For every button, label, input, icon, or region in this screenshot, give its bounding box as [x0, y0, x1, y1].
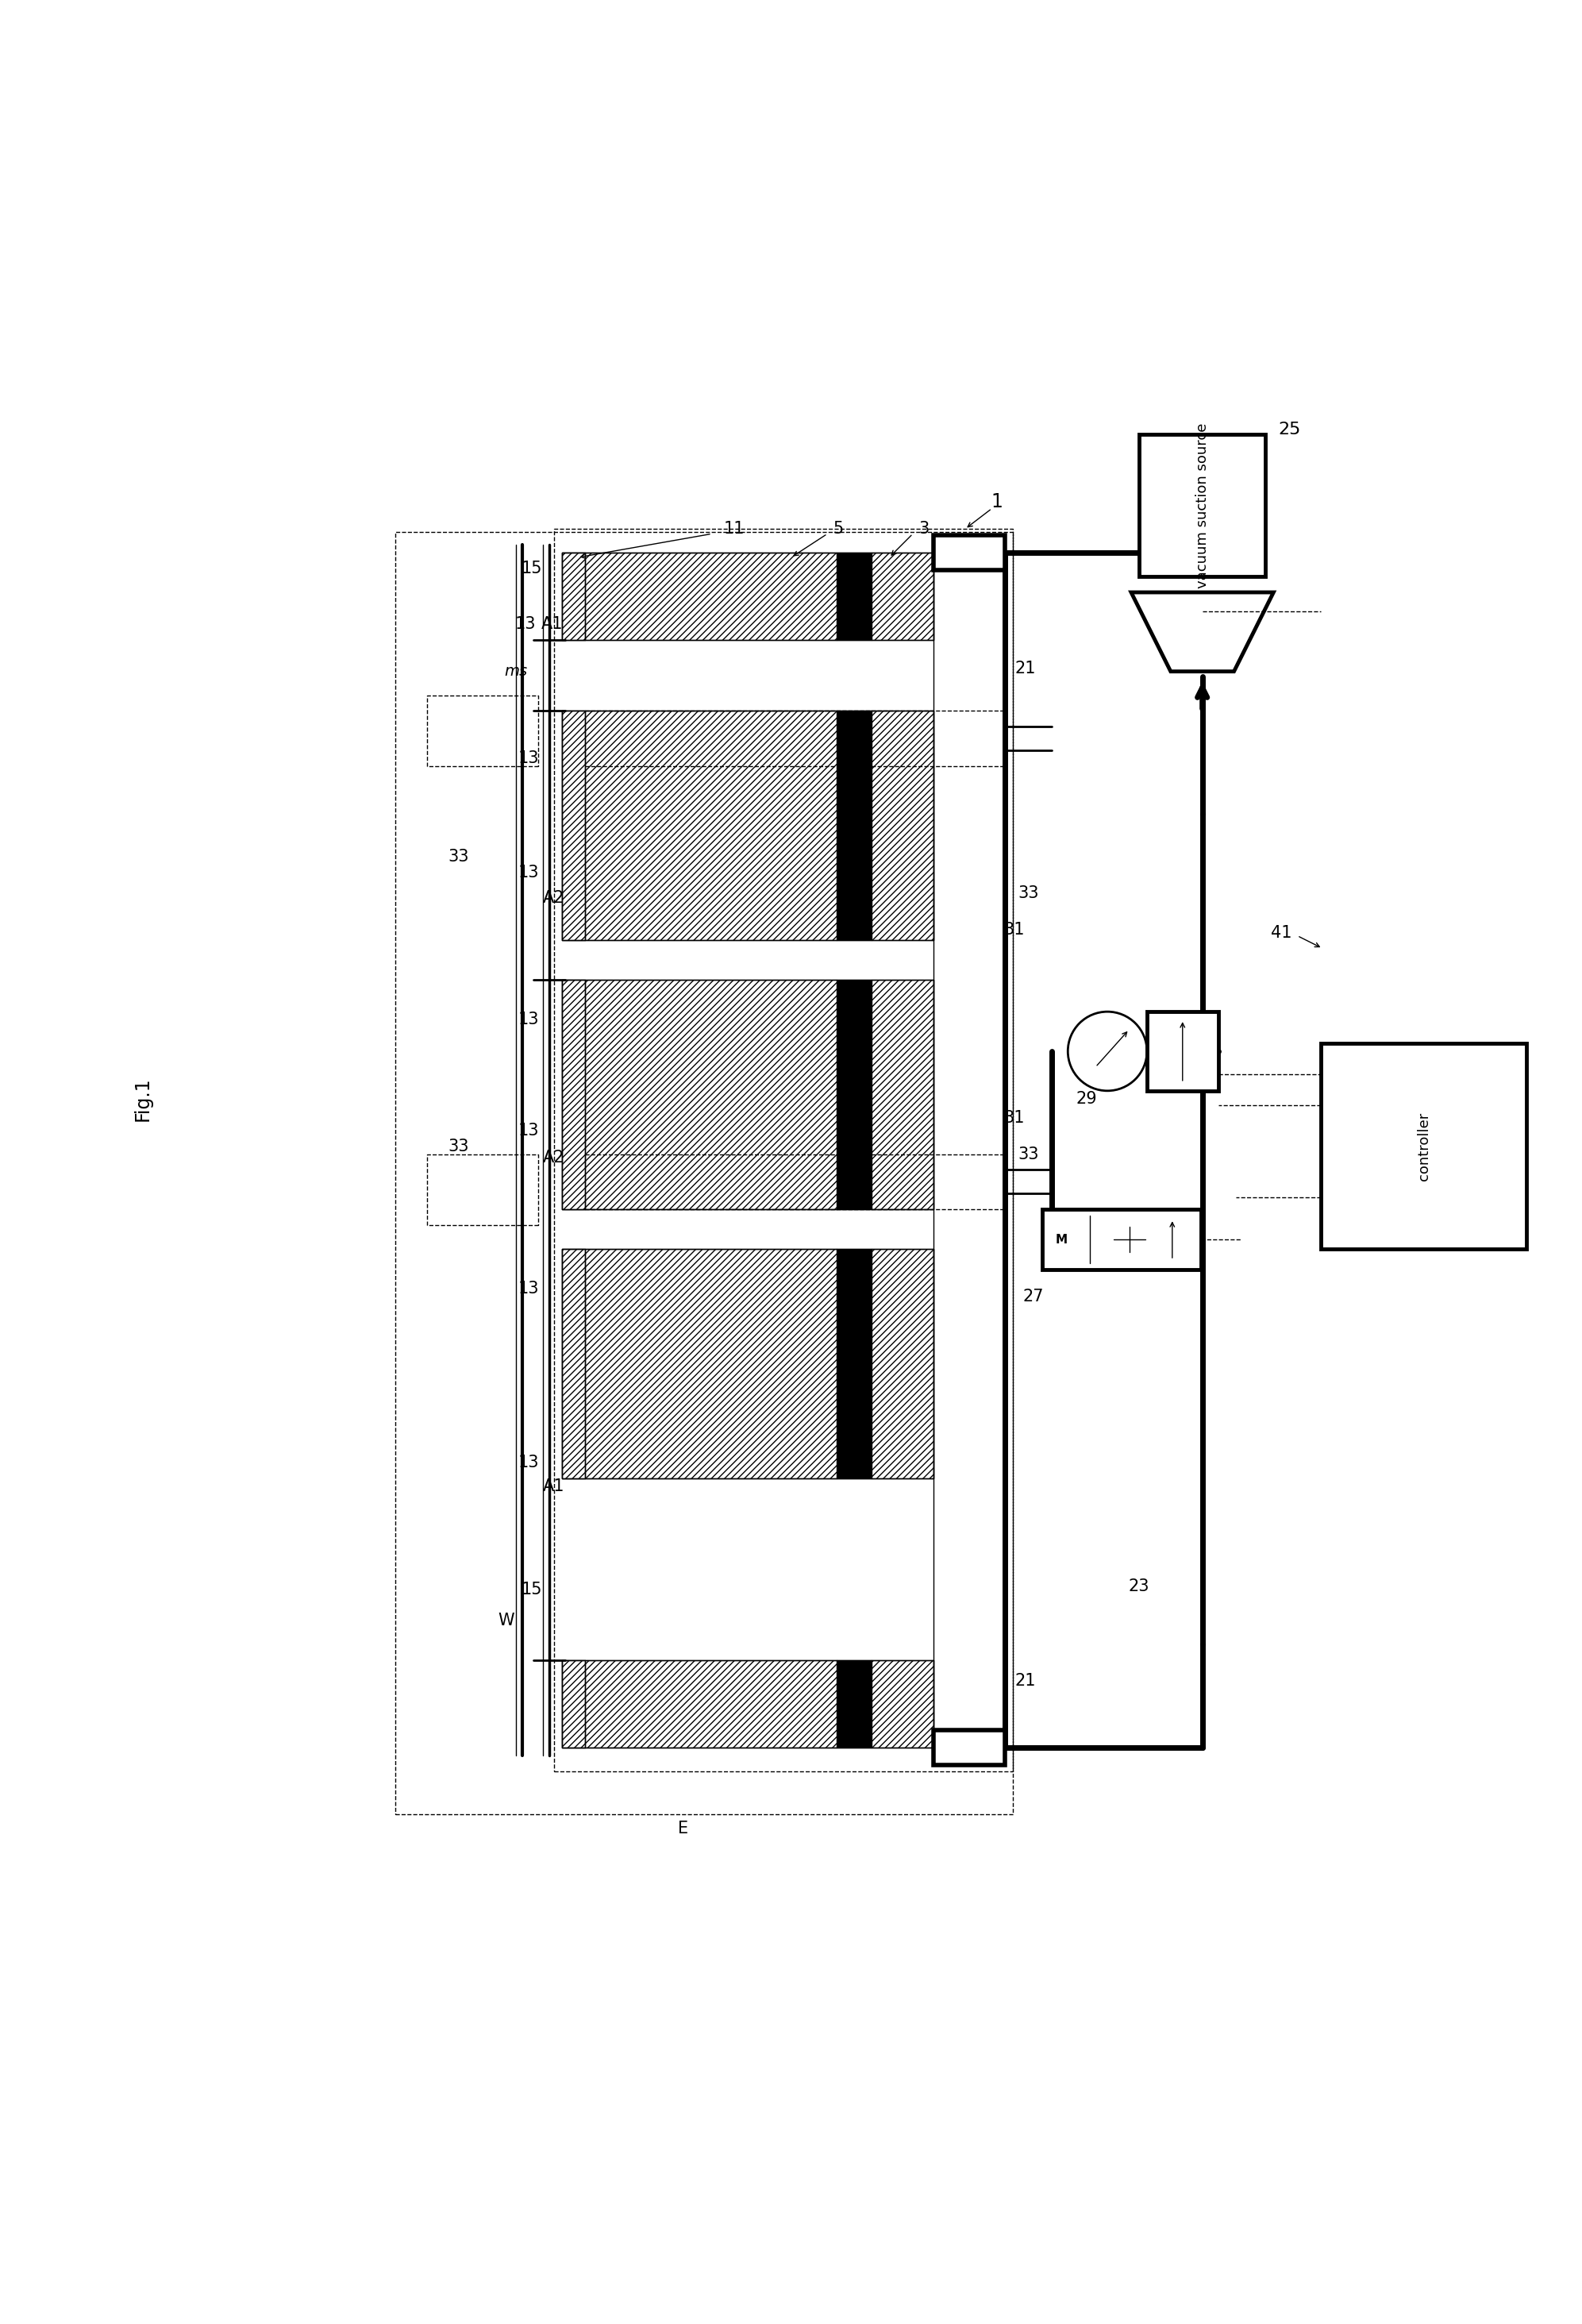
Text: 33: 33: [448, 1139, 470, 1155]
Bar: [427, 695, 538, 767]
Text: 5: 5: [834, 521, 843, 537]
Text: 13: 13: [517, 865, 539, 881]
Text: 13: 13: [517, 1011, 539, 1027]
Bar: [562, 981, 585, 1208]
Text: 1: 1: [990, 493, 1003, 511]
Text: 13: 13: [517, 1122, 539, 1139]
Bar: [837, 711, 872, 941]
Bar: [562, 1248, 933, 1478]
Bar: [1321, 1043, 1527, 1248]
Bar: [933, 535, 1005, 569]
Bar: [562, 1659, 933, 1748]
Text: 33: 33: [1017, 885, 1039, 902]
Text: 41: 41: [1270, 925, 1292, 941]
Text: A1: A1: [543, 1478, 565, 1494]
Bar: [554, 530, 1012, 1771]
Text: 13: 13: [517, 1281, 539, 1297]
Text: 27: 27: [1022, 1287, 1044, 1304]
Text: 31: 31: [1003, 1111, 1025, 1125]
Bar: [1147, 1011, 1218, 1090]
Text: vacuum suction source: vacuum suction source: [1194, 423, 1210, 588]
Bar: [562, 711, 585, 941]
Text: 13: 13: [517, 751, 539, 767]
Bar: [1139, 435, 1266, 576]
Bar: [837, 981, 872, 1208]
Text: 3: 3: [919, 521, 929, 537]
Text: 15: 15: [520, 560, 543, 576]
Bar: [837, 1659, 872, 1748]
Text: controller: controller: [1416, 1111, 1432, 1181]
Text: 11: 11: [723, 521, 745, 537]
Bar: [933, 1729, 1005, 1764]
Text: 13: 13: [514, 616, 536, 632]
Text: 31: 31: [1003, 920, 1025, 937]
Text: A2: A2: [543, 1150, 565, 1164]
Text: 21: 21: [1014, 660, 1036, 676]
Text: 33: 33: [1017, 1146, 1039, 1162]
Text: W: W: [498, 1613, 514, 1629]
Bar: [562, 981, 933, 1208]
Bar: [562, 711, 933, 941]
Circle shape: [1068, 1011, 1147, 1090]
Text: 13: 13: [517, 1455, 539, 1471]
Text: A2: A2: [543, 890, 565, 906]
Text: Fig.1: Fig.1: [133, 1076, 152, 1120]
Text: A1: A1: [541, 616, 563, 632]
Bar: [1043, 1208, 1201, 1269]
Bar: [396, 532, 1012, 1815]
Bar: [562, 553, 585, 639]
Text: 23: 23: [1128, 1578, 1150, 1594]
Text: M: M: [1055, 1234, 1068, 1246]
Text: 33: 33: [448, 848, 470, 865]
Bar: [562, 1659, 585, 1748]
Text: 25: 25: [1278, 421, 1300, 437]
Text: 15: 15: [520, 1580, 543, 1597]
Bar: [562, 553, 933, 639]
Text: 21: 21: [1014, 1673, 1036, 1690]
Text: ms: ms: [505, 665, 527, 679]
Bar: [427, 1155, 538, 1225]
Bar: [562, 1248, 585, 1478]
Bar: [837, 1248, 872, 1478]
Text: 29: 29: [1076, 1090, 1098, 1106]
Text: E: E: [679, 1820, 688, 1836]
Bar: [837, 553, 872, 639]
